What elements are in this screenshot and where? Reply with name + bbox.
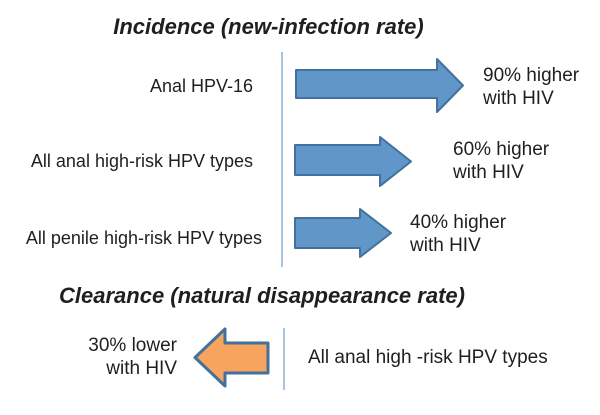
right-arrow-icon (295, 58, 464, 113)
value-line-2: with HIV (410, 235, 481, 256)
value-line-2: with HIV (483, 88, 554, 109)
incidence-row-label: All anal high-risk HPV types (30, 151, 253, 171)
incidence-row-value: 90% higher with HIV (483, 64, 579, 110)
value-line-1: 90% higher (483, 65, 580, 86)
right-arrow-icon (294, 208, 392, 258)
divider-line (281, 52, 283, 267)
value-line-1: 30% lower (88, 335, 177, 356)
incidence-row-label: All penile high-risk HPV types (25, 228, 262, 248)
incidence-section-title: Incidence (new-infection rate) (113, 14, 424, 39)
clearance-row-value: 30% lower with HIV (37, 334, 177, 380)
clearance-row-label: All anal high -risk HPV types (308, 347, 548, 368)
value-line-2: with HIV (453, 162, 524, 183)
right-arrow-icon (294, 136, 412, 187)
value-line-2: with HIV (106, 358, 177, 379)
value-line-1: 60% higher (453, 139, 550, 160)
incidence-row-value: 60% higher with HIV (453, 138, 549, 184)
clearance-section-title: Clearance (natural disappearance rate) (59, 283, 465, 308)
value-line-1: 40% higher (410, 212, 507, 233)
incidence-row-label: Anal HPV-16 (149, 76, 253, 96)
incidence-row-value: 40% higher with HIV (410, 211, 506, 257)
left-arrow-icon (193, 327, 270, 388)
divider-line (283, 328, 285, 390)
